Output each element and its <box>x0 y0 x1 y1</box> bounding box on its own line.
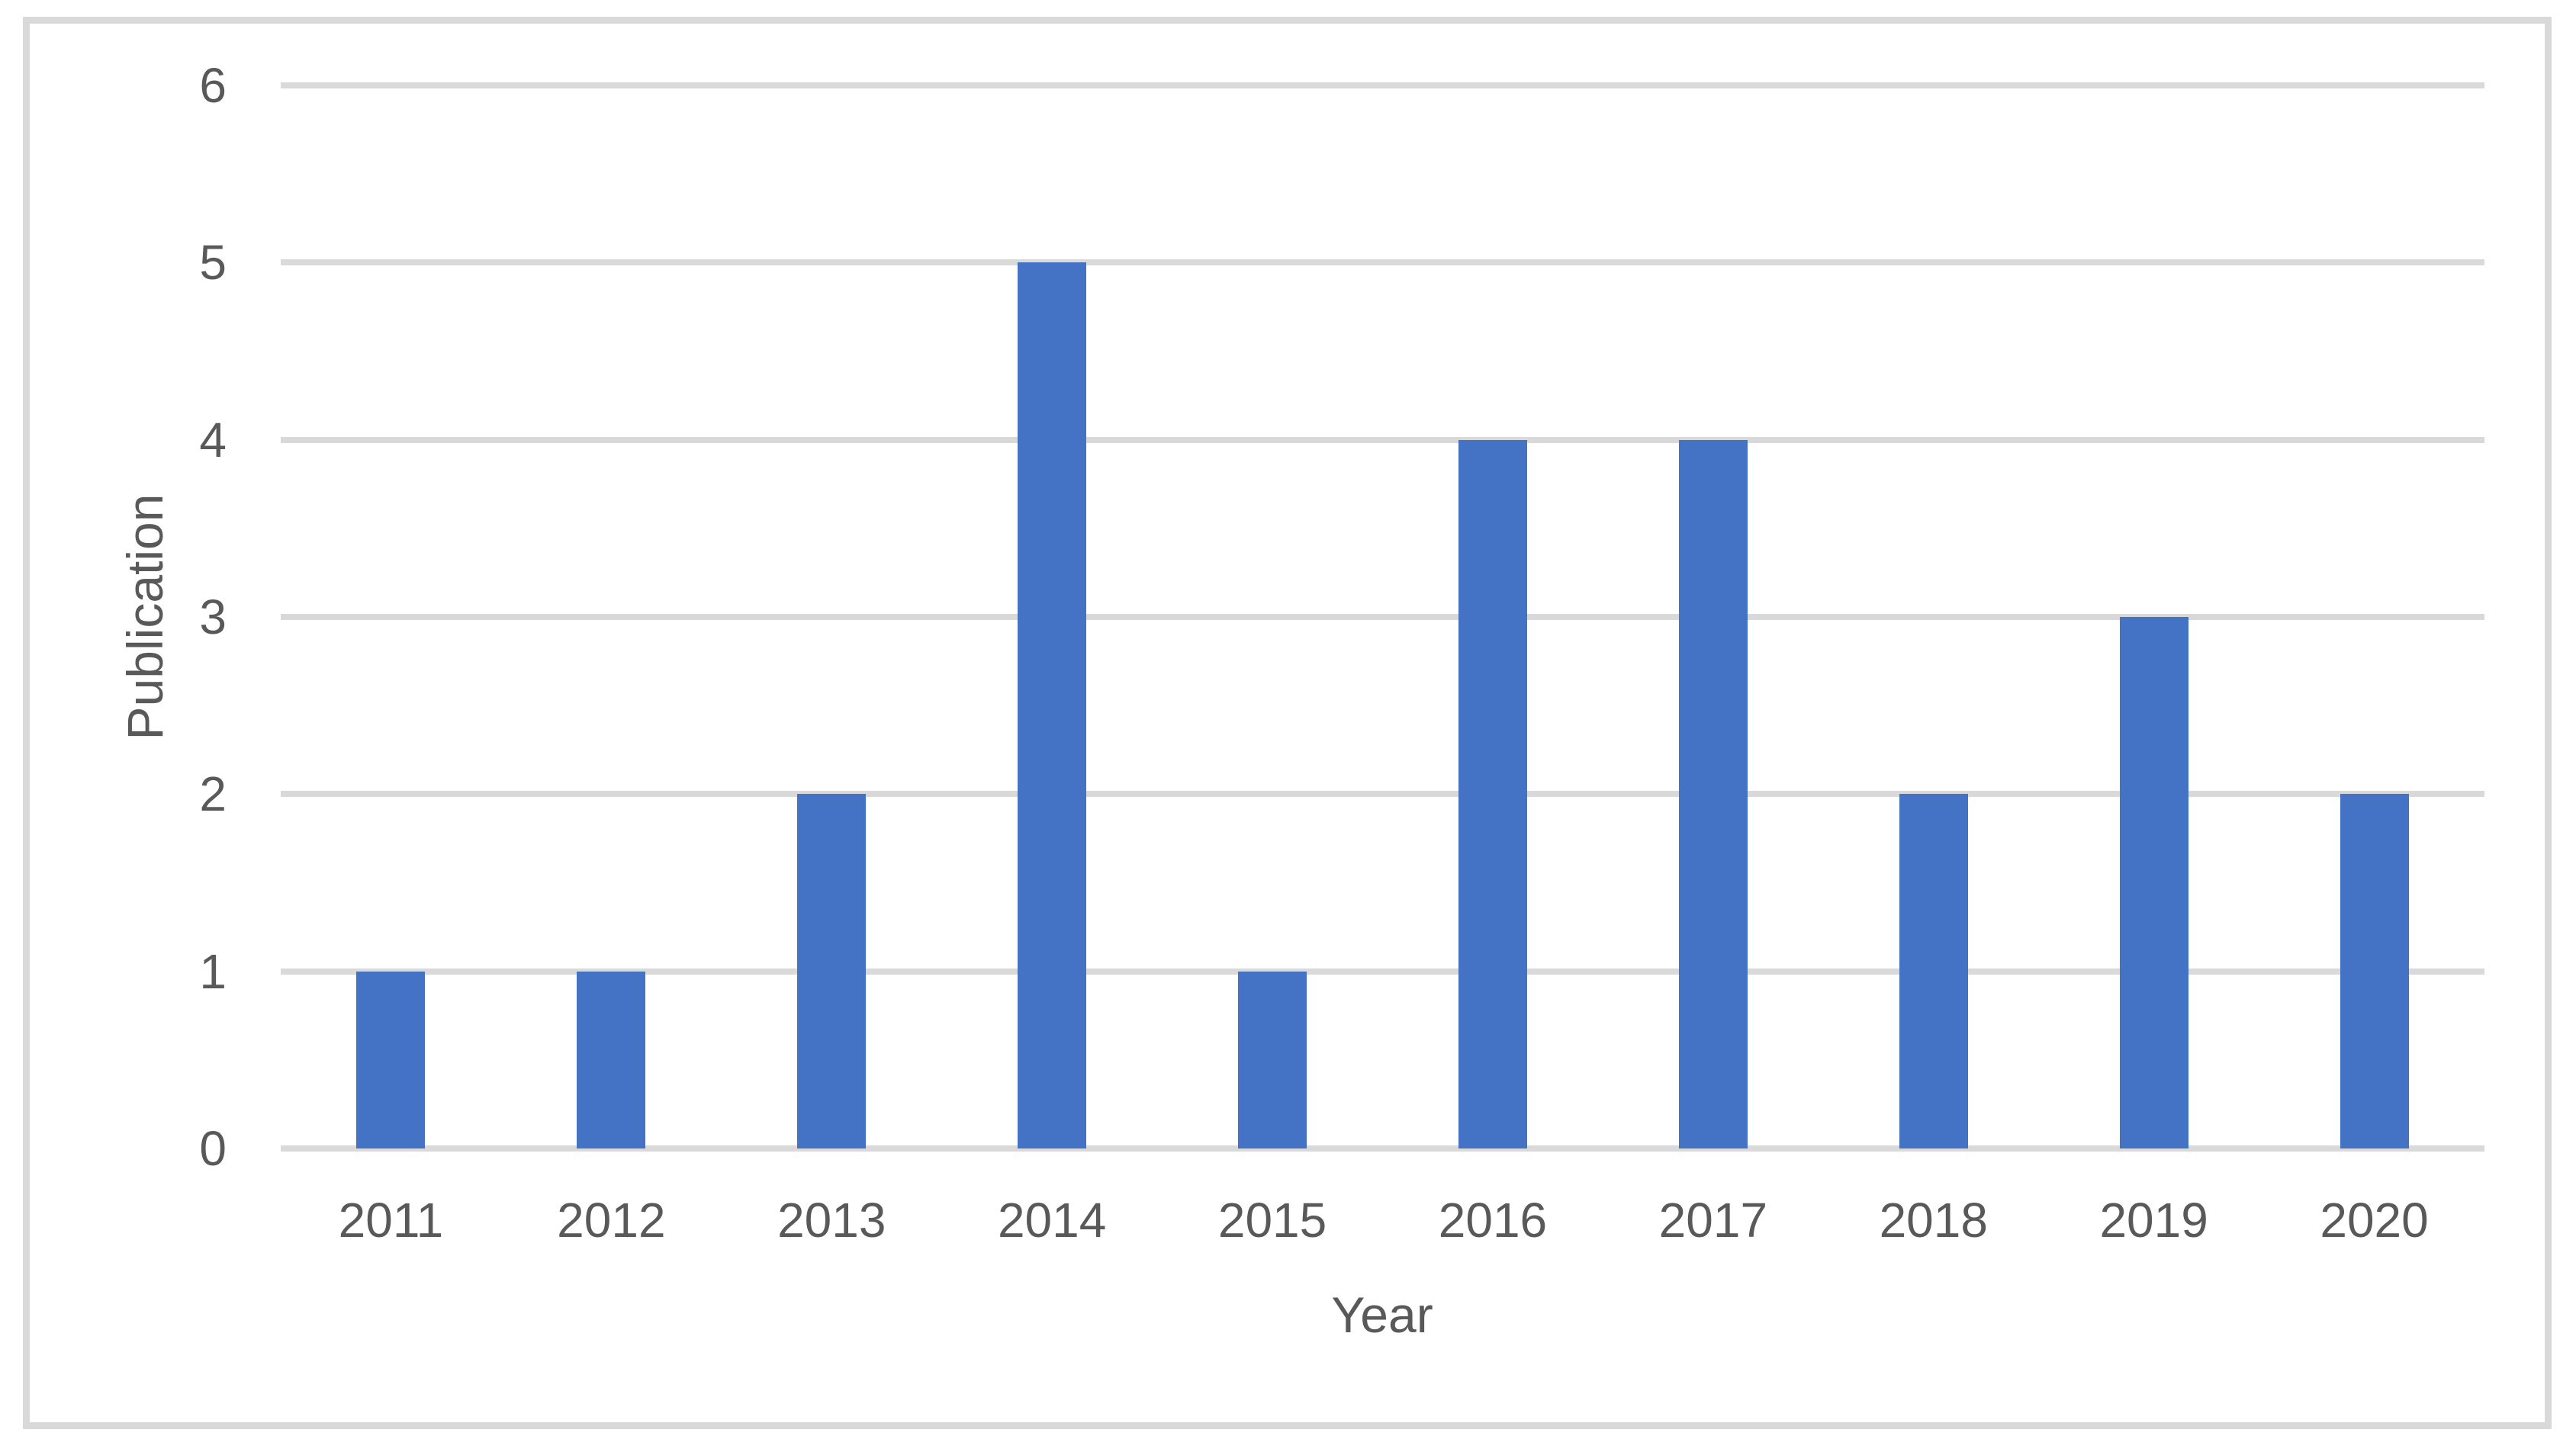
bar-2016 <box>1458 439 1527 1148</box>
y-tick-label: 0 <box>199 1121 227 1176</box>
gridline <box>281 436 2484 443</box>
bar-2013 <box>797 794 867 1148</box>
y-tick-label: 4 <box>199 412 227 467</box>
bars-layer <box>281 85 2484 1148</box>
bar-2019 <box>2119 617 2188 1148</box>
y-tick-label: 2 <box>199 766 227 822</box>
x-axis-title: Year <box>1331 1287 1433 1343</box>
gridline <box>281 82 2484 88</box>
y-tick-label: 3 <box>199 589 227 644</box>
bar-2018 <box>1899 794 1968 1148</box>
x-tick-label: 2012 <box>557 1193 666 1248</box>
bar-2017 <box>1678 439 1748 1148</box>
x-tick-label: 2011 <box>338 1193 444 1248</box>
x-tick-label: 2015 <box>1217 1193 1327 1248</box>
x-tick-label: 2014 <box>997 1193 1107 1248</box>
bar-2015 <box>1238 971 1307 1148</box>
x-tick-label: 2013 <box>777 1193 886 1248</box>
gridline <box>281 1145 2484 1152</box>
gridline <box>281 791 2484 798</box>
bar-2012 <box>577 971 646 1148</box>
y-tick-label: 6 <box>199 58 227 113</box>
x-tick-label: 2017 <box>1658 1193 1768 1248</box>
y-tick-label: 5 <box>199 235 227 291</box>
plot-area <box>281 82 2484 1152</box>
gridline <box>281 968 2484 975</box>
x-tick-label: 2020 <box>2320 1193 2429 1248</box>
y-axis-title: Publication <box>117 493 173 740</box>
bar-2014 <box>1018 262 1087 1148</box>
y-tick-label: 1 <box>199 943 227 999</box>
bar-2011 <box>356 971 426 1148</box>
x-tick-label: 2019 <box>2099 1193 2208 1248</box>
gridline <box>281 614 2484 620</box>
gridline <box>281 259 2484 266</box>
x-tick-label: 2018 <box>1879 1193 1988 1248</box>
x-tick-label: 2016 <box>1438 1193 1548 1248</box>
gridlines-layer <box>281 82 2484 1152</box>
bar-2020 <box>2340 794 2409 1148</box>
